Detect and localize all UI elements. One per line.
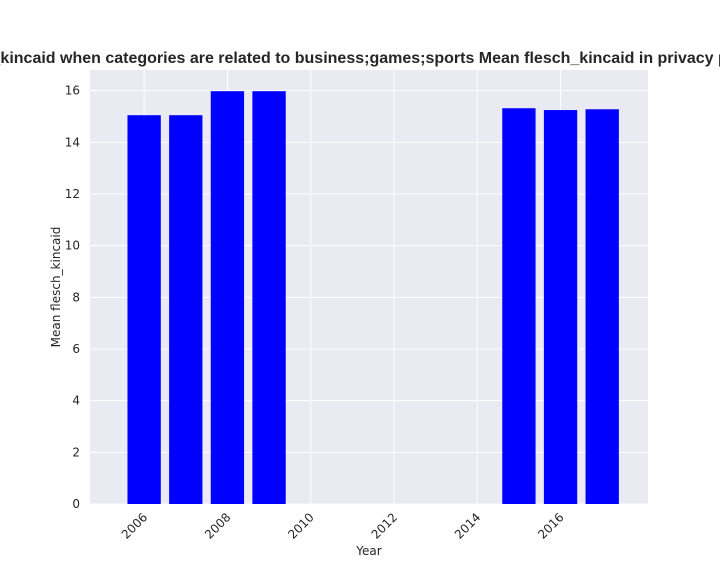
y-tick-label: 2 [72,445,80,459]
x-tick-label: 2008 [202,510,233,541]
chart-title: Mean flesch_kincaid when categories are … [0,50,720,67]
y-tick-label: 0 [72,497,80,511]
x-tick-label: 2016 [535,510,566,541]
bar [585,109,619,505]
bar [127,115,161,504]
bar [210,91,245,504]
y-tick-label: 4 [72,394,80,408]
y-axis-label: Mean flesch_kincaid [49,227,63,348]
bar [169,115,203,504]
y-tick-label: 12 [65,187,80,201]
y-tick-labels: 0 2 4 6 8 10 12 14 16 [65,84,80,511]
y-tick-label: 8 [72,290,80,304]
x-tick-label: 2010 [285,510,316,541]
x-tick-label: 2006 [119,510,150,541]
x-axis-label: Year [355,544,381,558]
bars [127,91,619,505]
x-tick-label: 2012 [369,510,400,541]
x-tick-label: 2014 [452,510,483,541]
y-tick-label: 6 [72,342,80,356]
bar [502,108,536,504]
bar [252,91,286,504]
y-tick-label: 14 [65,135,80,149]
x-tick-labels: 2006 2008 2010 2012 2014 2016 [119,510,567,541]
y-tick-label: 16 [65,84,80,98]
bar [543,110,578,505]
y-tick-label: 10 [65,239,80,253]
